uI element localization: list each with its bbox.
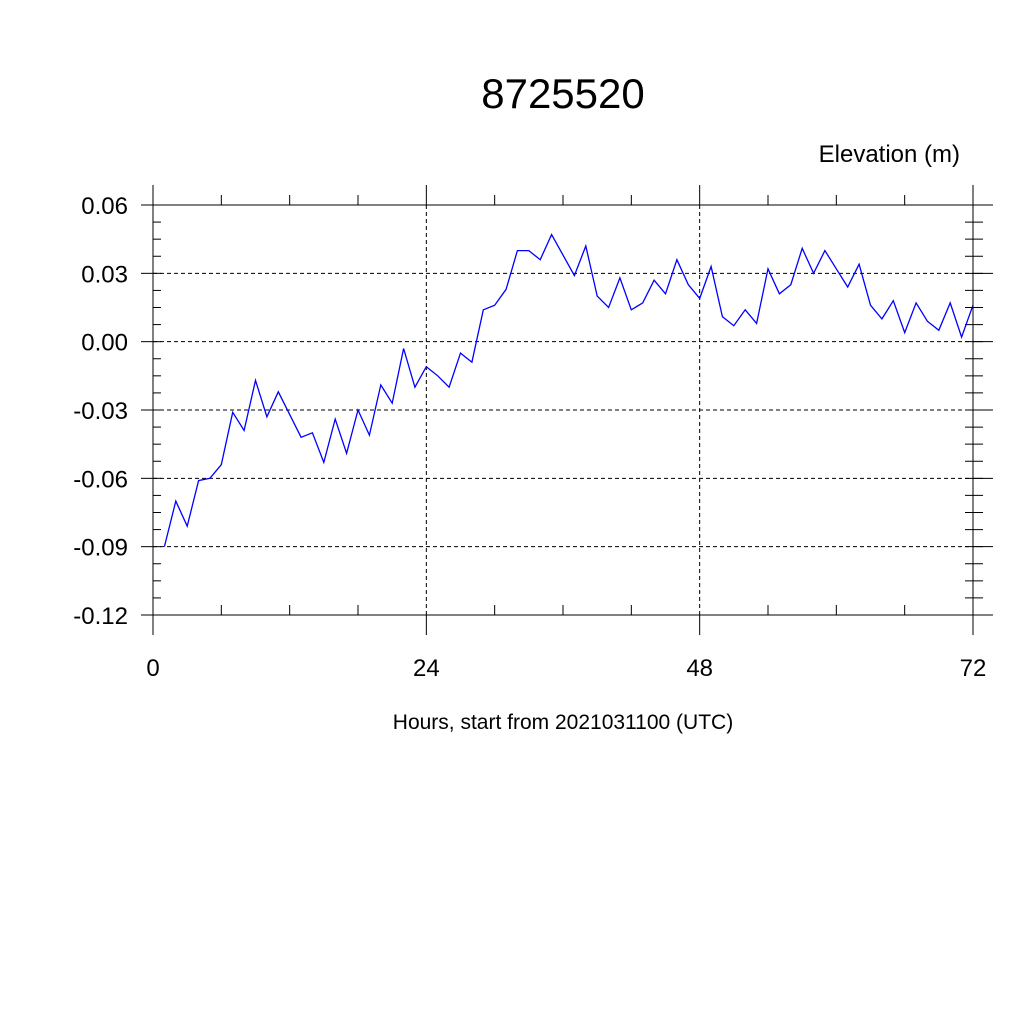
y-tick-label: -0.03 [73,398,128,425]
y-axis-label: Elevation (m) [819,141,960,168]
grid-lines [153,205,973,615]
x-tick-label: 0 [146,655,159,682]
y-tick-label: -0.12 [73,603,128,630]
tick-labels: 0.06 0.03 0.00 -0.03 -0.06 -0.09 -0.12 0 24 48 72 [73,193,986,682]
y-tick-label: -0.06 [73,466,128,493]
y-tick-label: 0.03 [81,261,128,288]
y-tick-label: -0.09 [73,535,128,562]
chart-title: 8725520 [481,70,645,117]
series-line [163,233,974,547]
x-tick-label: 48 [686,655,713,682]
series-layer [163,233,974,547]
x-tick-label: 72 [960,655,987,682]
y-tick-label: 0.06 [81,193,128,220]
plot-frame [152,204,974,616]
y-tick-label: 0.00 [81,330,128,357]
x-axis-label: Hours, start from 2021031100 (UTC) [393,711,733,734]
axis-ticks [141,185,993,635]
x-tick-label: 24 [413,655,440,682]
